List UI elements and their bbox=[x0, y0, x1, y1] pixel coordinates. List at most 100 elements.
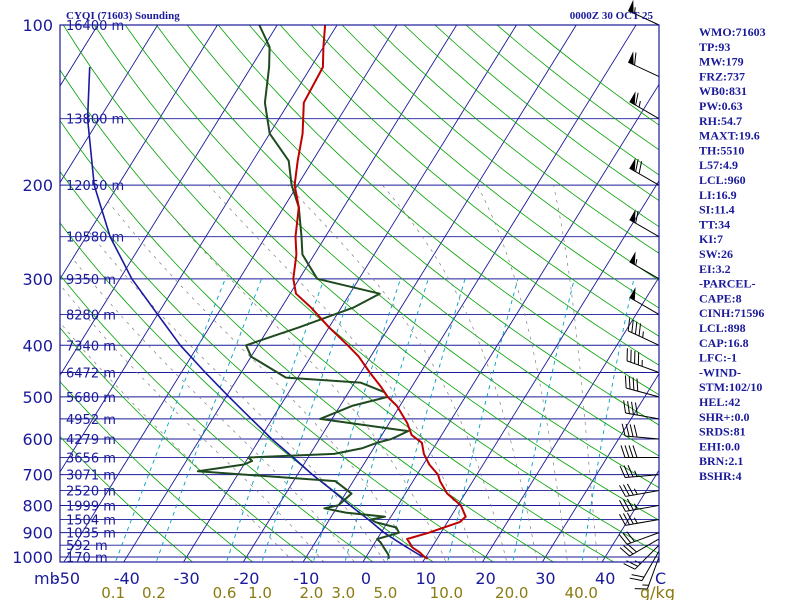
isotherm-line bbox=[422, 180, 659, 562]
pressure-tick-label: 800 bbox=[22, 496, 53, 515]
wind-barb bbox=[619, 512, 660, 526]
pressure-tick-label: 200 bbox=[22, 176, 53, 195]
temperature-axis: -50 -40 -30 -20 -10 0 10 20 30 40 0.1 0.2 0.6 1.0 2.0 3… bbox=[54, 569, 615, 600]
isotherm-line bbox=[60, 25, 218, 280]
wind-barb-staff bbox=[627, 330, 660, 346]
wind-barb-full bbox=[635, 210, 639, 224]
wind-barb bbox=[629, 209, 660, 238]
wind-barb-staff bbox=[629, 167, 660, 186]
temperature-tick-label: 10 bbox=[416, 569, 436, 588]
dewpoint-line bbox=[196, 25, 410, 559]
index-value: WMO:71603 bbox=[699, 25, 766, 39]
dry-adiabat-line bbox=[310, 25, 659, 309]
wind-barb-full bbox=[635, 92, 639, 106]
pressure-tick-label: 700 bbox=[22, 466, 53, 485]
temperature-tick-label: -10 bbox=[293, 569, 319, 588]
temperature-tick-label: -40 bbox=[114, 569, 140, 588]
dry-adiabat-line bbox=[124, 25, 659, 489]
wind-barb-half bbox=[633, 517, 638, 524]
index-value: MAXT:19.6 bbox=[699, 129, 760, 143]
temperature-tick-label: 0 bbox=[361, 569, 371, 588]
wind-barb-staff bbox=[629, 297, 660, 315]
wind-barb-full bbox=[622, 484, 630, 496]
wind-barb-full bbox=[628, 445, 634, 458]
wind-barb-half bbox=[638, 100, 641, 108]
wind-barb-staff bbox=[625, 490, 660, 497]
wind-barb-full bbox=[625, 423, 630, 437]
wind-barb-pennant bbox=[629, 287, 636, 301]
wind-barb-full bbox=[626, 512, 634, 525]
mixing-ratio-line bbox=[447, 278, 519, 562]
index-value: WB0:831 bbox=[699, 84, 747, 98]
wind-barb-full bbox=[636, 378, 639, 392]
mixing-ratio-line bbox=[261, 278, 356, 562]
isotherm-line bbox=[123, 25, 458, 562]
dry-adiabat-line bbox=[248, 25, 659, 366]
wind-barb-full bbox=[631, 401, 634, 415]
index-value: TP:93 bbox=[699, 40, 730, 54]
moist-adiabat-line bbox=[208, 184, 477, 562]
wind-barb-full bbox=[619, 499, 626, 512]
dry-adiabat-line bbox=[60, 381, 254, 562]
wind-barb bbox=[620, 445, 659, 458]
index-value: LI:16.9 bbox=[699, 188, 737, 202]
isotherm-line bbox=[60, 25, 278, 377]
index-value: CAPE:8 bbox=[699, 291, 742, 305]
wind-barb bbox=[623, 400, 660, 420]
wind-barb-staff bbox=[626, 532, 660, 545]
mixing-ratio-label: 40.0 bbox=[565, 584, 598, 600]
height-label: 8280 m bbox=[66, 308, 116, 323]
wind-barb-full bbox=[631, 319, 634, 333]
height-label: 6472 m bbox=[66, 367, 116, 382]
dry-adiabat-line bbox=[279, 25, 659, 337]
wind-barb-full bbox=[620, 445, 626, 458]
isotherm-line bbox=[481, 276, 659, 562]
wind-barb-full bbox=[626, 531, 635, 542]
height-label: 3071 m bbox=[66, 469, 116, 484]
sounding-curves bbox=[86, 25, 467, 560]
mixing-ratio-line bbox=[312, 278, 401, 562]
pressure-tick-label: 300 bbox=[22, 270, 53, 289]
wind-barb-full bbox=[623, 465, 630, 478]
wind-barb-staff bbox=[625, 474, 660, 479]
height-label: 592 m bbox=[66, 539, 108, 554]
index-value: KI:7 bbox=[699, 232, 723, 246]
wind-barb bbox=[619, 483, 660, 497]
dry-adiabat-line bbox=[186, 25, 659, 426]
wind-barb-half bbox=[633, 488, 638, 495]
isotherm-line bbox=[601, 469, 659, 562]
height-label: 9350 m bbox=[66, 273, 116, 288]
mixing-ratio-label: 0.1 bbox=[101, 584, 125, 600]
index-value: -WIND- bbox=[699, 365, 741, 379]
wind-barb-full bbox=[627, 401, 630, 414]
wind-barb-full bbox=[632, 377, 635, 391]
index-value: SI:11.4 bbox=[699, 203, 735, 217]
wind-barb bbox=[618, 531, 660, 545]
wind-barb-full bbox=[627, 465, 634, 478]
wind-barb-pennant bbox=[628, 51, 634, 65]
isotherm-line bbox=[362, 83, 659, 562]
wind-barb bbox=[627, 51, 660, 78]
temperature-tick-label: -30 bbox=[174, 569, 200, 588]
height-label: 2520 m bbox=[66, 485, 116, 500]
temperature-tick-label: 40 bbox=[595, 569, 615, 588]
temperature-tick-label: 20 bbox=[475, 569, 495, 588]
chart-timestamp: 0000Z 30 OCT 25 bbox=[570, 10, 654, 22]
index-value: CINH:71596 bbox=[699, 306, 764, 320]
wind-barb bbox=[629, 91, 660, 120]
wind-barb-full bbox=[638, 323, 642, 337]
wind-barb-staff bbox=[629, 261, 660, 280]
isotherm-line bbox=[60, 25, 159, 184]
isotherm-line bbox=[541, 372, 659, 562]
wind-barb-full bbox=[619, 513, 626, 526]
wind-barb bbox=[619, 465, 660, 479]
wind-barb bbox=[629, 550, 660, 582]
height-label: 10580 m bbox=[66, 231, 124, 246]
moist-adiabat-line bbox=[287, 184, 508, 562]
wind-barb bbox=[619, 538, 660, 557]
wind-barb-full bbox=[638, 161, 643, 174]
wind-barb-staff bbox=[625, 518, 660, 526]
wind-barb-half bbox=[635, 259, 638, 266]
wind-barb bbox=[619, 498, 660, 512]
wind-barb-full bbox=[631, 574, 645, 578]
